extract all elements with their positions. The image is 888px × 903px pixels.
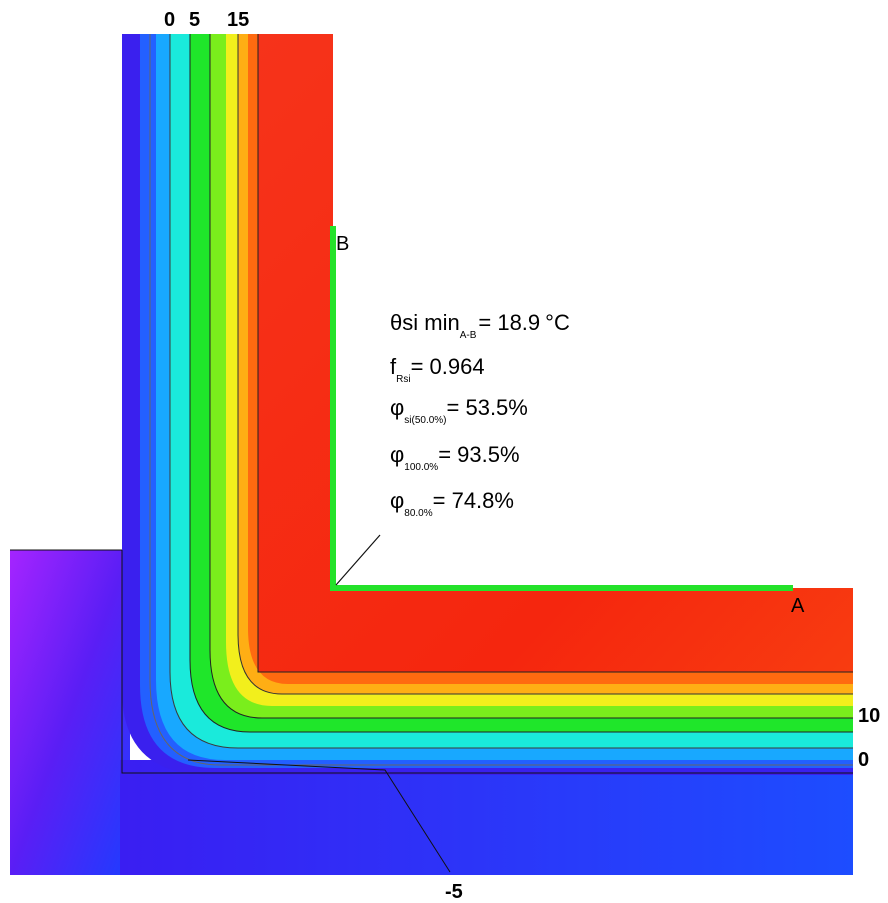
point-label-b: B (336, 233, 349, 255)
phi-si-line: φsi(50.0%)= 53.5% (390, 395, 528, 426)
contour-label-top-5: 5 (189, 9, 200, 31)
exterior-outline (10, 549, 853, 774)
isotherm-lines (10, 34, 853, 873)
isotherm-warm (257, 34, 853, 673)
band-warm (258, 34, 853, 672)
contour-label-top-0: 0 (164, 9, 175, 31)
exterior-region-left (10, 550, 130, 875)
exterior-region-bottom (120, 760, 853, 875)
isotherm-minus5 (187, 759, 451, 873)
leader-line (335, 534, 381, 586)
results-block: θsi minA-B= 18.9 °C fRsi= 0.964 φsi(50.0%… (390, 310, 570, 519)
isotherm-cold-edge (149, 34, 853, 766)
theta-min-line: θsi minA-B= 18.9 °C (390, 310, 570, 341)
phi-100-line: φ100.0%= 93.5% (390, 442, 520, 473)
isotherm-5 (189, 34, 853, 733)
contour-label-top-15: 15 (227, 9, 249, 31)
point-label-a: A (791, 595, 805, 617)
isotherm-15 (237, 34, 853, 695)
phi-80-line: φ80.0%= 74.8% (390, 488, 514, 519)
isotherm-0 (169, 34, 853, 749)
contour-label-right-10: 10 (858, 705, 880, 727)
surface-line-a-b (330, 226, 793, 591)
contour-label-bottom-minus5: -5 (445, 881, 463, 903)
isotherm-10 (209, 34, 853, 719)
f-rsi-line: fRsi= 0.964 (390, 354, 485, 385)
contour-label-right-0: 0 (858, 749, 869, 771)
